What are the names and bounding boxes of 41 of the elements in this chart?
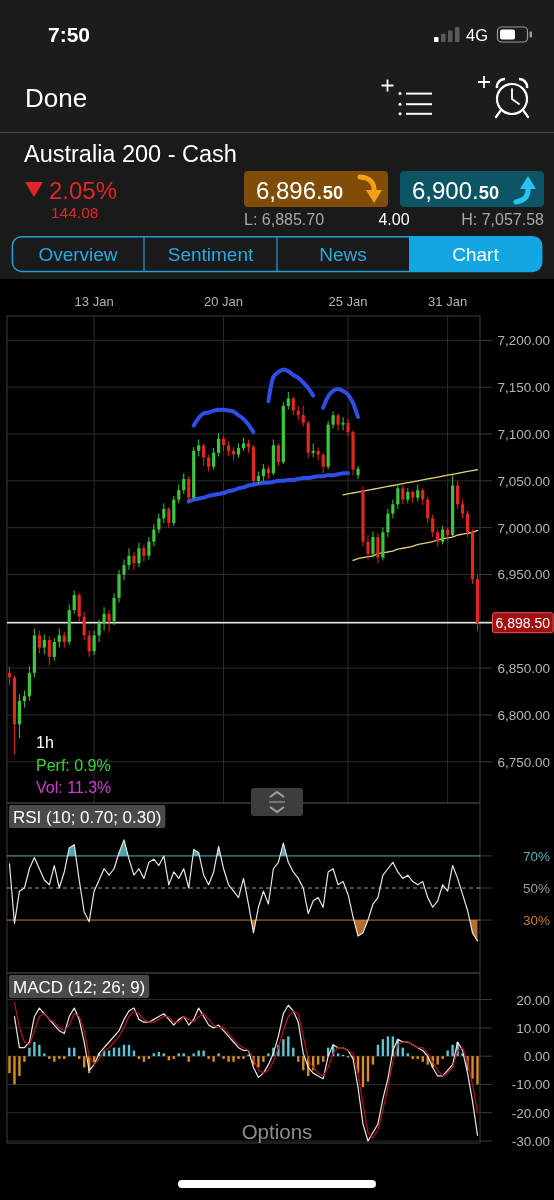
y-tick-label: -10.00 — [511, 1076, 550, 1092]
y-tick-label: 20.00 — [516, 992, 550, 1008]
text: 6,896.50 — [256, 177, 344, 204]
y-tick-label: 7,100.00 — [497, 426, 550, 442]
annotation: Perf: 0.9% — [36, 756, 111, 774]
y-tick-label: 6,850.00 — [497, 660, 550, 676]
y-tick-label: 50% — [522, 880, 550, 896]
y-tick-label: 10.00 — [516, 1020, 550, 1036]
text: Chart — [452, 244, 500, 265]
x-tick-label: 13 Jan — [74, 294, 114, 309]
y-tick-label: -20.00 — [511, 1105, 550, 1121]
text: 2.05% — [49, 177, 118, 204]
x-tick-label: 31 Jan — [428, 294, 468, 309]
y-tick-label: 30% — [522, 912, 550, 928]
y-tick-label: 7,200.00 — [497, 332, 550, 348]
y-tick-label: -30.00 — [511, 1133, 550, 1149]
text: Overview — [38, 244, 118, 265]
text: Done — [25, 83, 88, 113]
x-tick-label: 25 Jan — [328, 294, 368, 309]
annotation: Vol: 11.3% — [36, 779, 112, 796]
text: News — [319, 244, 367, 265]
y-tick-label: 7,150.00 — [497, 379, 550, 395]
y-tick-label: 0.00 — [523, 1048, 550, 1064]
text: Sentiment — [167, 244, 254, 265]
x-tick-label: 20 Jan — [204, 294, 244, 309]
text: 6,900.50 — [412, 177, 500, 204]
annotation: 1h — [36, 734, 54, 751]
text: Australia 200 - Cash — [24, 141, 237, 167]
text: L: 6,885.70 — [244, 211, 325, 228]
y-tick-label: 6,950.00 — [497, 566, 550, 582]
y-tick-label: 6,750.00 — [497, 754, 550, 770]
annotation: Options — [241, 1120, 313, 1143]
text: 7:50 — [47, 23, 91, 46]
y-tick-label: 70% — [522, 848, 550, 864]
y-tick-label: 7,000.00 — [497, 520, 550, 536]
y-tick-label: 7,050.00 — [497, 473, 550, 489]
text: 4.00 — [378, 211, 410, 228]
text: H: 7,057.58 — [461, 211, 545, 228]
text: 4G — [466, 26, 489, 44]
y-tick-label: 6,800.00 — [497, 707, 550, 723]
text: 144.08 — [51, 204, 99, 221]
